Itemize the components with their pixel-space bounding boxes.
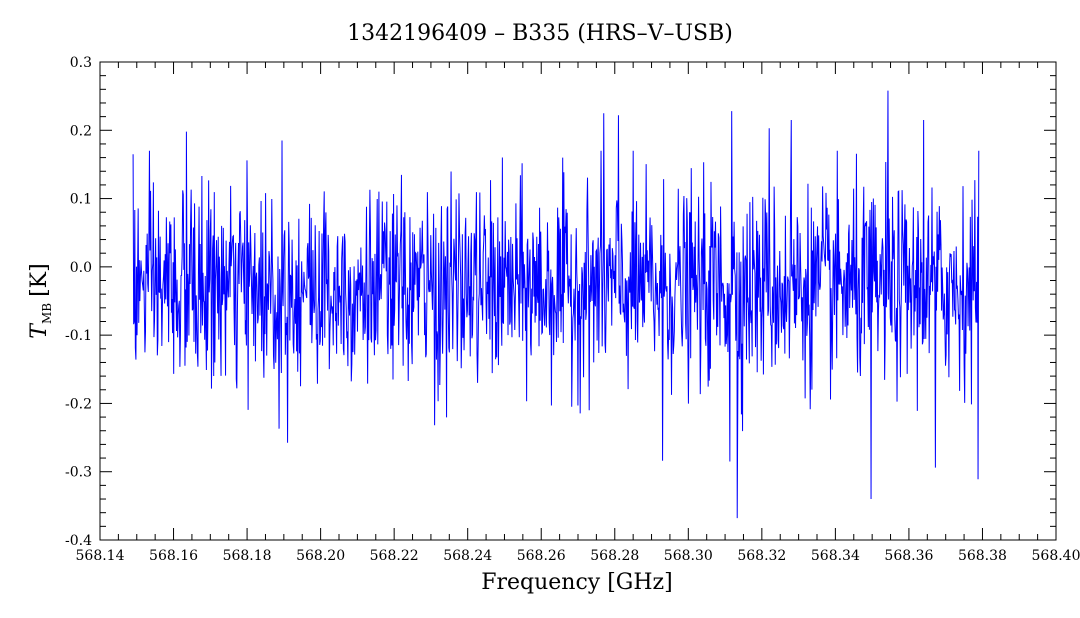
y-tick-label: -0.2 xyxy=(65,396,92,412)
y-tick-label: -0.1 xyxy=(65,328,92,344)
y-axis-label-unit: [K] xyxy=(27,263,52,297)
y-tick-label: -0.4 xyxy=(65,533,92,549)
x-tick-label: 568.16 xyxy=(149,548,198,564)
x-tick-label: 568.34 xyxy=(811,548,860,564)
y-axis-label-subscript: MB xyxy=(40,303,54,324)
x-tick-labels: 568.14 568.16 568.18 568.20 568.22 568.24 568.… xyxy=(76,548,1080,564)
y-tick-label: 0.1 xyxy=(70,192,92,208)
x-tick-label: 568.30 xyxy=(664,548,713,564)
x-tick-label: 568.18 xyxy=(223,548,272,564)
x-axis-label: Frequency [GHz] xyxy=(481,570,673,595)
plot-area xyxy=(99,61,1057,541)
x-tick-label: 568.14 xyxy=(76,548,125,564)
x-tick-label: 568.28 xyxy=(590,548,639,564)
y-tick-label: -0.3 xyxy=(65,465,92,481)
y-tick-label: 0.0 xyxy=(70,260,92,276)
x-tick-label: 568.32 xyxy=(737,548,786,564)
x-tick-label: 568.24 xyxy=(443,548,492,564)
x-tick-label: 568.38 xyxy=(958,548,1007,564)
spectrum-series-line xyxy=(132,90,980,519)
x-tick-label: 568.36 xyxy=(884,548,933,564)
x-tick-label: 568.22 xyxy=(370,548,419,564)
y-tick-label: 0.2 xyxy=(70,123,92,139)
x-tick-label: 568.26 xyxy=(517,548,566,564)
y-axis-label: TMB [K] xyxy=(27,263,54,338)
x-tick-label: 568.40 xyxy=(1032,548,1080,564)
chart-title: 1342196409 – B335 (HRS–V–USB) xyxy=(347,21,733,46)
y-axis-label-main: T xyxy=(27,322,52,339)
plot-frame xyxy=(99,61,1057,541)
y-tick-labels: 0.3 0.2 0.1 0.0 -0.1 -0.2 -0.3 -0.4 xyxy=(65,55,92,549)
series-layer xyxy=(132,90,980,519)
x-tick-label: 568.20 xyxy=(296,548,345,564)
y-tick-label: 0.3 xyxy=(70,55,92,71)
